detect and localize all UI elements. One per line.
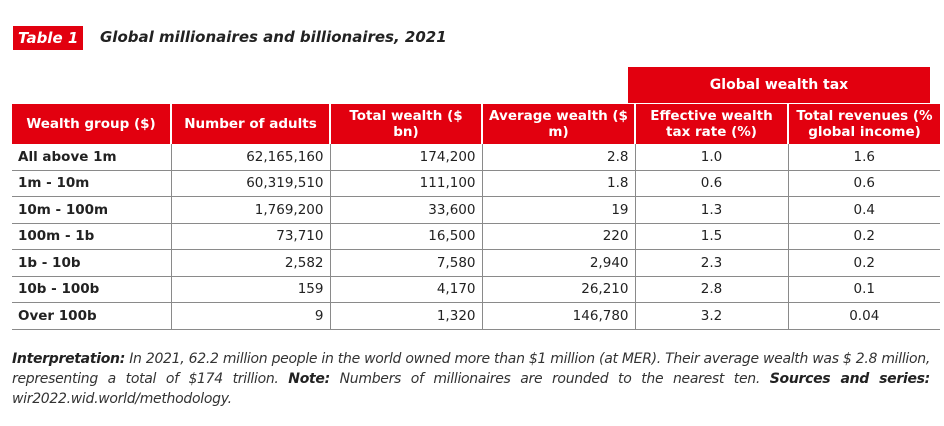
cell-average-wealth: 19 — [481, 196, 635, 224]
cell-number-of-adults: 73,710 — [170, 223, 330, 250]
col-header-average-wealth: Average wealth ($ m) — [481, 104, 635, 144]
cell-tax-rate: 1.0 — [634, 144, 788, 171]
cell-average-wealth: 146,780 — [481, 302, 635, 330]
cell-average-wealth: 2,940 — [481, 249, 635, 277]
cell-number-of-adults: 2,582 — [170, 249, 330, 277]
cell-total-revenues: 0.1 — [787, 276, 940, 303]
col-header-wealth-group: Wealth group ($) — [12, 104, 171, 144]
cell-wealth-group: All above 1m — [12, 144, 171, 171]
cell-average-wealth: 220 — [481, 223, 635, 250]
cell-tax-rate: 2.8 — [634, 276, 788, 303]
cell-wealth-group: Over 100b — [12, 302, 171, 330]
col-header-total-revenues: Total revenues (% global income) — [787, 104, 940, 144]
cell-number-of-adults: 9 — [170, 302, 330, 330]
cell-wealth-group: 1m - 10m — [12, 170, 171, 197]
millionaires-table: Wealth group ($) Number of adults Total … — [12, 104, 940, 330]
table-row: 1m - 10m 60,319,510 111,100 1.8 0.6 0.6 — [12, 170, 940, 197]
table-row: All above 1m 62,165,160 174,200 2.8 1.0 1.6 — [12, 144, 940, 171]
cell-total-revenues: 1.6 — [787, 144, 940, 171]
cell-tax-rate: 2.3 — [634, 249, 788, 277]
table-row: Over 100b 9 1,320 146,780 3.2 0.04 — [12, 302, 940, 330]
cell-wealth-group: 10b - 100b — [12, 276, 171, 303]
cell-tax-rate: 1.3 — [634, 196, 788, 224]
table-row: 10b - 100b 159 4,170 26,210 2.8 0.1 — [12, 276, 940, 303]
cell-total-wealth: 7,580 — [329, 249, 482, 277]
col-header-tax-rate: Effective wealth tax rate (%) — [634, 104, 788, 144]
table-row: 10m - 100m 1,769,200 33,600 19 1.3 0.4 — [12, 196, 940, 224]
cell-tax-rate: 1.5 — [634, 223, 788, 250]
cell-total-wealth: 16,500 — [329, 223, 482, 250]
cell-number-of-adults: 62,165,160 — [170, 144, 330, 171]
cell-total-wealth: 174,200 — [329, 144, 482, 171]
cell-total-wealth: 4,170 — [329, 276, 482, 303]
sources-label: Sources and series: — [769, 371, 931, 387]
table-title: Global millionaires and billionaires, 20… — [100, 28, 447, 46]
cell-average-wealth: 2.8 — [481, 144, 635, 171]
table-footnote: Interpretation: In 2021, 62.2 million pe… — [12, 349, 930, 409]
interpretation-text: In 2021, 62.2 million people in the worl… — [12, 351, 930, 387]
cell-wealth-group: 1b - 10b — [12, 249, 171, 277]
group-header-global-wealth-tax: Global wealth tax — [628, 67, 930, 103]
cell-number-of-adults: 1,769,200 — [170, 196, 330, 224]
cell-total-revenues: 0.2 — [787, 223, 940, 250]
cell-wealth-group: 10m - 100m — [12, 196, 171, 224]
cell-total-wealth: 33,600 — [329, 196, 482, 224]
col-header-number-of-adults: Number of adults — [170, 104, 330, 144]
header-row: Wealth group ($) Number of adults Total … — [12, 104, 940, 144]
col-header-total-wealth: Total wealth ($ bn) — [329, 104, 482, 144]
cell-average-wealth: 26,210 — [481, 276, 635, 303]
table-row: 1b - 10b 2,582 7,580 2,940 2.3 0.2 — [12, 249, 940, 277]
cell-total-revenues: 0.6 — [787, 170, 940, 197]
cell-tax-rate: 0.6 — [634, 170, 788, 197]
table-row: 100m - 1b 73,710 16,500 220 1.5 0.2 — [12, 223, 940, 250]
note-label: Note: — [288, 371, 330, 387]
cell-total-revenues: 0.04 — [787, 302, 940, 330]
cell-total-revenues: 0.2 — [787, 249, 940, 277]
cell-average-wealth: 1.8 — [481, 170, 635, 197]
cell-total-wealth: 111,100 — [329, 170, 482, 197]
cell-number-of-adults: 159 — [170, 276, 330, 303]
cell-number-of-adults: 60,319,510 — [170, 170, 330, 197]
table-number-badge: Table 1 — [13, 26, 84, 50]
cell-total-revenues: 0.4 — [787, 196, 940, 224]
cell-tax-rate: 3.2 — [634, 302, 788, 330]
interpretation-label: Interpretation: — [12, 351, 126, 367]
note-text: Numbers of millionaires are rounded to t… — [329, 371, 770, 387]
cell-wealth-group: 100m - 1b — [12, 223, 171, 250]
cell-total-wealth: 1,320 — [329, 302, 482, 330]
sources-text: wir2022.wid.world/methodology. — [12, 391, 232, 407]
